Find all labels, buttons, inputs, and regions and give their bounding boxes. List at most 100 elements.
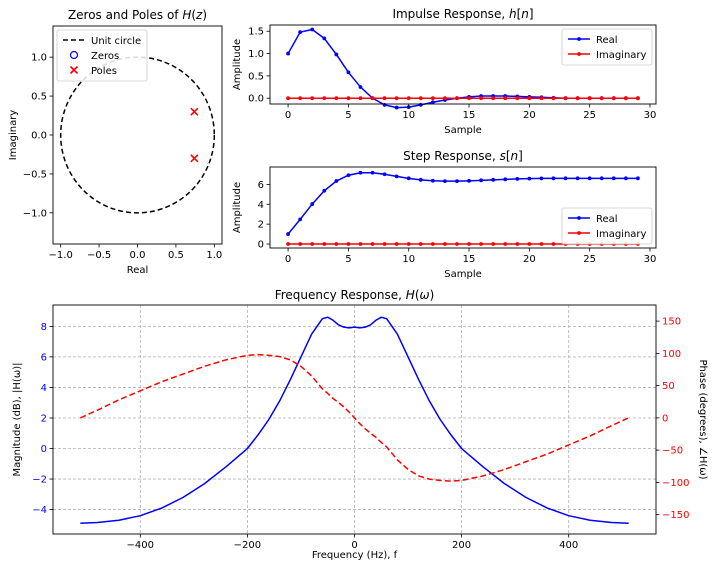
- y-axis-label: Imaginary: [8, 110, 19, 161]
- panel-step-title-part: n: [511, 149, 519, 163]
- data-point-real: [430, 100, 435, 105]
- panel-step-title-part: ]: [518, 149, 523, 163]
- x-tick-label: 5: [345, 254, 351, 265]
- data-point-imaginary: [358, 242, 363, 246]
- data-point-real: [286, 232, 290, 236]
- data-point-imaginary: [334, 242, 339, 246]
- legend-box: [561, 207, 653, 245]
- series-line-real: [287, 172, 638, 235]
- y-tick-label: 2: [41, 413, 47, 424]
- data-point-imaginary: [394, 96, 399, 101]
- data-point-real: [575, 176, 580, 181]
- legend-label: Poles: [91, 66, 117, 77]
- frequency-response-panel: Frequency Response, H(ω)−400 −200 0 200 400−…: [12, 288, 708, 561]
- data-point-real: [370, 170, 375, 175]
- data-point-imaginary: [527, 96, 532, 101]
- data-point-imaginary: [346, 242, 351, 246]
- legend-marker: [69, 65, 79, 75]
- data-point-imaginary: [539, 242, 544, 246]
- freq-title-part: ): [430, 288, 435, 302]
- data-point-real: [322, 36, 327, 41]
- data-point-imaginary: [358, 96, 363, 101]
- x-tick-label: 25: [583, 254, 596, 265]
- x-tick-label: 0.5: [168, 250, 184, 261]
- y-tick-label: 1.5: [248, 27, 264, 38]
- data-point-real: [382, 172, 387, 177]
- data-point-imaginary: [418, 242, 423, 246]
- x-tick-label: 30: [644, 254, 657, 265]
- y-axis-label: Amplitude: [232, 182, 243, 233]
- panel-impulse-title-part: [: [517, 7, 522, 21]
- x-tick-label: 15: [463, 110, 476, 121]
- legend-label: Zeros: [91, 51, 119, 62]
- y-axis-label: Amplitude: [232, 39, 243, 90]
- y-tick-label: 50: [662, 381, 675, 392]
- data-point-real: [358, 85, 363, 89]
- pole-marker: [190, 107, 199, 116]
- x-tick-label: −1.0: [49, 250, 73, 261]
- data-point-real: [322, 188, 327, 193]
- x-tick-label: 0: [351, 540, 357, 551]
- panel-step-title: Step Response, s[n]: [403, 149, 523, 163]
- data-point-imaginary: [491, 242, 496, 246]
- y-tick-label: 2: [258, 220, 264, 231]
- x-tick-label: 20: [523, 254, 536, 265]
- data-point-imaginary: [382, 96, 387, 101]
- data-point-imaginary: [599, 96, 604, 101]
- y-tick-label: 0.5: [31, 92, 47, 103]
- data-point-imaginary: [430, 96, 435, 101]
- data-point-real: [298, 30, 303, 35]
- y-tick-label: 150: [662, 317, 681, 328]
- data-point-imaginary: [382, 242, 387, 246]
- data-point-real: [286, 51, 290, 56]
- panel-impulse-title: Impulse Response, h[n]: [392, 7, 533, 21]
- legend-box: [56, 29, 148, 82]
- series-line-magnitude: [80, 316, 629, 525]
- x-axis-label: Sample: [444, 269, 482, 280]
- data-point-imaginary: [527, 242, 532, 246]
- data-point-imaginary: [539, 96, 544, 101]
- y-axis-label-right: Phase (degrees), ∠H(ω): [697, 359, 708, 479]
- legend-label: Real: [596, 35, 618, 46]
- data-point-real: [298, 217, 303, 222]
- data-point-imaginary: [443, 96, 447, 101]
- y-tick-label: 4: [41, 383, 47, 394]
- y-tick-label: 0: [258, 240, 264, 251]
- data-point-imaginary: [322, 242, 327, 246]
- freq-title-part: (: [415, 288, 420, 302]
- data-point-imaginary: [346, 96, 351, 101]
- y-tick-label: −1.0: [23, 208, 47, 219]
- freq-title-part: Frequency Response,: [275, 288, 406, 302]
- data-point-imaginary: [298, 96, 303, 101]
- data-point-imaginary: [479, 96, 483, 101]
- x-tick-label: 10: [402, 254, 415, 265]
- x-tick-label: 15: [463, 254, 476, 265]
- data-point-real: [334, 179, 339, 183]
- pz-title: Zeros and Poles of H(z): [68, 8, 207, 22]
- y-tick-label: 6: [41, 352, 47, 363]
- data-point-real: [491, 177, 496, 182]
- x-axis-label: Frequency (Hz), f: [312, 550, 398, 561]
- legend-box: [561, 28, 653, 66]
- data-point-real: [503, 177, 508, 182]
- impulse-response-panel: Impulse Response, h[n] 0 5 10 15 20 25 30 0.0 0.5…: [232, 7, 657, 136]
- data-point-real: [418, 177, 423, 182]
- data-point-real: [358, 170, 363, 175]
- legend-marker: [577, 37, 581, 41]
- data-point-imaginary: [310, 96, 315, 101]
- data-point-imaginary: [334, 96, 339, 101]
- data-point-real: [443, 179, 447, 184]
- plot-frame: [269, 166, 657, 249]
- y-tick-label: 4: [258, 200, 264, 211]
- data-point-real: [455, 179, 459, 184]
- data-point-real: [467, 178, 471, 183]
- data-point-real: [515, 177, 520, 181]
- data-point-real: [310, 27, 315, 32]
- freq-title-part: ω: [420, 288, 430, 302]
- x-tick-label: 0: [285, 110, 291, 121]
- data-point-real: [623, 176, 628, 181]
- data-point-real: [551, 176, 556, 181]
- x-tick-label: 10: [402, 110, 415, 121]
- data-point-imaginary: [310, 242, 315, 246]
